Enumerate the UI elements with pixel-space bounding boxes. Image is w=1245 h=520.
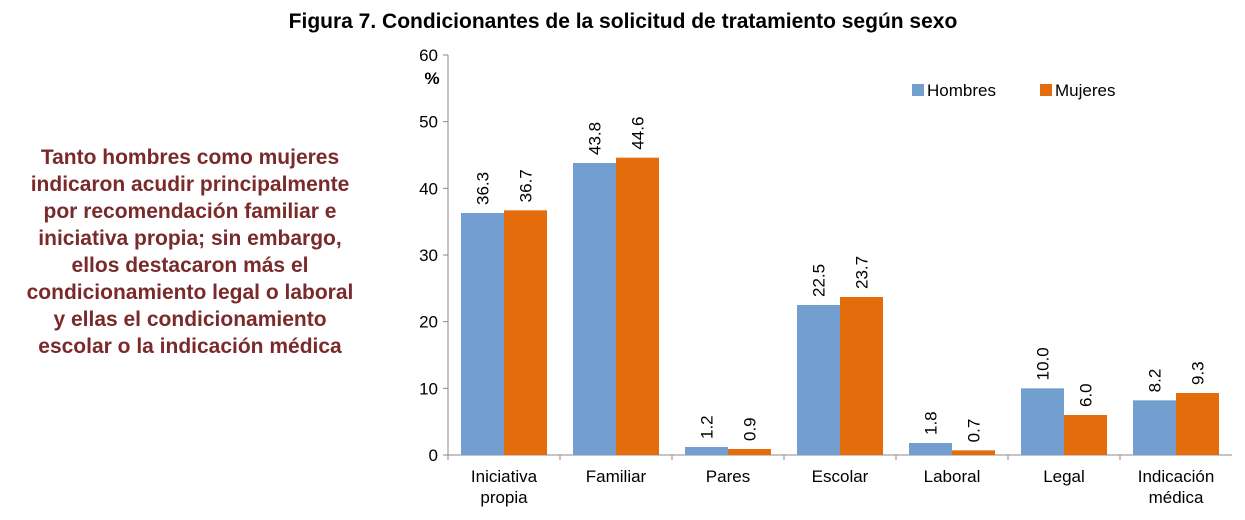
x-tick-label: Legal xyxy=(1043,467,1085,486)
x-tick-label: Escolar xyxy=(811,467,869,486)
data-label: 8.2 xyxy=(1146,369,1165,393)
data-label: 1.8 xyxy=(922,411,941,435)
legend-label: Mujeres xyxy=(1055,81,1115,100)
data-label: 22.5 xyxy=(810,264,829,297)
chart-title: Figura 7. Condicionantes de la solicitud… xyxy=(289,10,958,33)
bar xyxy=(797,305,840,455)
data-label: 0.7 xyxy=(965,419,984,443)
data-label: 1.2 xyxy=(698,415,717,439)
data-label: 9.3 xyxy=(1189,361,1208,385)
x-tick-label: Familiar xyxy=(585,467,647,486)
data-label: 23.7 xyxy=(853,256,872,289)
data-label: 44.6 xyxy=(629,117,648,150)
legend-swatch xyxy=(912,84,924,96)
y-tick-label: 30 xyxy=(419,246,438,265)
x-tick-label: Laboral xyxy=(923,467,981,486)
bar xyxy=(1133,400,1176,455)
y-tick-label: 60 xyxy=(419,46,438,65)
y-tick-label: 20 xyxy=(419,313,438,332)
x-tick-label: Iniciativa propia xyxy=(470,467,538,507)
data-label: 10.0 xyxy=(1034,347,1053,380)
y-axis-label: % xyxy=(424,69,439,88)
bar xyxy=(1064,415,1107,455)
data-label: 43.8 xyxy=(586,122,605,155)
legend-swatch xyxy=(1040,84,1052,96)
bar xyxy=(909,443,952,455)
data-label: 36.7 xyxy=(517,169,536,202)
bar xyxy=(461,213,504,455)
bar xyxy=(685,447,728,455)
bar xyxy=(840,297,883,455)
bar xyxy=(728,449,771,455)
bar xyxy=(1021,388,1064,455)
data-label: 36.3 xyxy=(474,172,493,205)
bar xyxy=(616,157,659,455)
x-tick-label: Pares xyxy=(705,467,751,486)
data-label: 6.0 xyxy=(1077,383,1096,407)
y-tick-label: 50 xyxy=(419,113,438,132)
y-tick-label: 40 xyxy=(419,179,438,198)
y-tick-label: 10 xyxy=(419,379,438,398)
y-tick-label: 0 xyxy=(429,446,438,465)
data-label: 0.9 xyxy=(741,417,760,441)
bar xyxy=(1176,393,1219,455)
bar xyxy=(952,450,995,455)
legend-label: Hombres xyxy=(927,81,996,100)
bar xyxy=(573,163,616,455)
bar xyxy=(504,210,547,455)
x-tick-label: Indicación médica xyxy=(1137,467,1215,507)
annotation: Tanto hombres como mujeres indicaron acu… xyxy=(26,146,354,358)
